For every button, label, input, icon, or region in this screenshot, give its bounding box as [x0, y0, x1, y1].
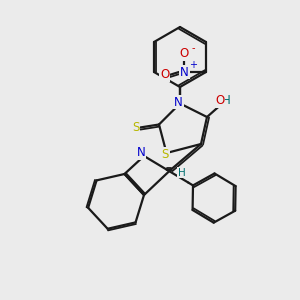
Text: O: O	[180, 47, 189, 60]
Text: N: N	[180, 65, 189, 79]
Text: -: -	[191, 43, 194, 53]
Text: O: O	[160, 68, 170, 82]
Text: S: S	[132, 121, 139, 134]
Text: O: O	[215, 94, 224, 107]
Text: N: N	[136, 146, 146, 159]
Text: H: H	[178, 167, 185, 178]
Text: H: H	[222, 94, 231, 107]
Text: +: +	[189, 60, 197, 70]
Text: N: N	[174, 95, 183, 109]
Text: S: S	[161, 148, 169, 161]
